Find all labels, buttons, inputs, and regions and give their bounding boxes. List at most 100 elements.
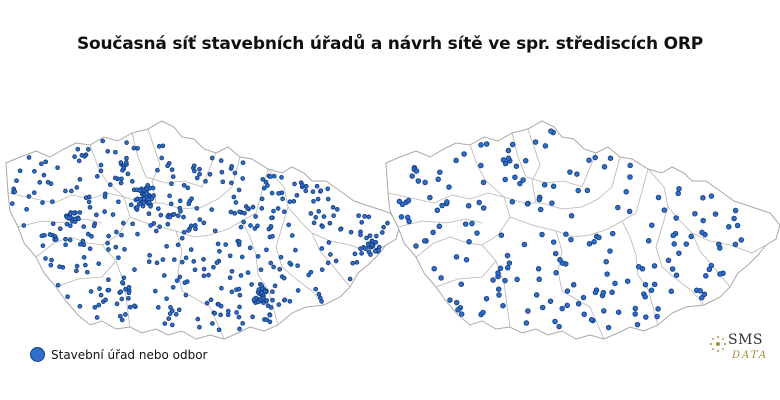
office-dot xyxy=(146,259,152,265)
office-dot xyxy=(219,169,225,175)
office-dot xyxy=(81,224,87,229)
office-dot xyxy=(639,266,646,272)
office-dot xyxy=(517,180,523,187)
office-dot xyxy=(676,250,682,256)
office-dot xyxy=(277,266,283,272)
office-dot xyxy=(107,182,113,188)
office-dot xyxy=(552,250,559,257)
office-dot xyxy=(734,222,741,229)
office-dot xyxy=(45,179,51,185)
office-dot xyxy=(176,307,182,313)
office-dot xyxy=(240,321,246,326)
office-dot xyxy=(444,199,450,205)
office-dot xyxy=(74,263,80,269)
office-dot xyxy=(192,168,197,174)
office-dot xyxy=(600,289,607,296)
office-dot xyxy=(171,212,177,217)
proposed-network-map xyxy=(385,120,780,340)
office-dot xyxy=(160,257,166,262)
office-dot xyxy=(497,265,504,272)
office-dot xyxy=(446,184,452,190)
office-dot xyxy=(240,160,246,166)
office-dot xyxy=(77,241,83,247)
office-dot xyxy=(144,186,149,192)
office-dot xyxy=(157,224,162,230)
office-dot xyxy=(167,311,173,316)
office-dot xyxy=(146,200,152,205)
office-dot xyxy=(461,151,467,157)
office-dot xyxy=(43,159,49,165)
office-dot xyxy=(413,168,420,174)
office-dot xyxy=(320,224,325,229)
office-dot xyxy=(170,174,176,180)
office-dot xyxy=(264,247,269,253)
office-dot xyxy=(251,297,257,302)
office-dot xyxy=(238,273,244,278)
office-dot xyxy=(668,288,675,295)
legend-label: Stavební úřad nebo odbor xyxy=(51,347,208,362)
office-dot xyxy=(316,208,322,214)
office-dot xyxy=(146,211,152,217)
office-dot xyxy=(348,229,354,235)
sms-data-logo: SMS DATA xyxy=(708,328,774,372)
office-dot xyxy=(293,247,298,253)
office-dot xyxy=(203,178,208,184)
office-dot xyxy=(47,232,53,237)
office-dot xyxy=(245,206,250,211)
office-dot xyxy=(295,288,301,293)
office-dot xyxy=(568,213,575,219)
office-dot xyxy=(319,267,325,273)
office-dot xyxy=(113,149,118,155)
office-dot xyxy=(194,175,200,181)
office-dot xyxy=(368,252,373,257)
office-dot xyxy=(181,229,187,235)
office-dot xyxy=(84,269,90,275)
office-dot xyxy=(236,314,242,320)
office-dot xyxy=(229,164,235,169)
office-dot xyxy=(276,302,282,307)
office-dot xyxy=(114,229,119,235)
office-dot xyxy=(201,220,207,226)
office-dot xyxy=(69,188,74,194)
office-dot xyxy=(40,200,45,205)
office-dot xyxy=(166,316,172,321)
office-dot xyxy=(601,164,608,170)
office-dot xyxy=(316,291,322,297)
office-dot xyxy=(100,138,106,144)
office-dot xyxy=(55,165,60,171)
office-dot xyxy=(247,245,253,251)
office-dot xyxy=(458,311,465,317)
office-dot xyxy=(319,299,324,304)
office-dot xyxy=(152,288,158,294)
office-dot xyxy=(327,220,333,226)
office-dot xyxy=(26,155,32,160)
office-dot xyxy=(333,258,339,264)
office-dot xyxy=(453,299,460,306)
office-dot xyxy=(615,204,621,211)
office-dot xyxy=(607,155,614,161)
office-dot xyxy=(112,175,118,181)
office-dot xyxy=(549,200,555,206)
office-dot xyxy=(592,154,598,161)
office-dot xyxy=(225,308,231,314)
office-dot xyxy=(165,221,171,227)
office-dot xyxy=(237,239,242,244)
office-dot xyxy=(379,230,385,235)
office-dot xyxy=(87,246,93,252)
office-dot xyxy=(119,296,125,302)
office-dot xyxy=(183,255,189,261)
office-dot xyxy=(191,259,197,264)
office-dot xyxy=(40,243,46,249)
office-dot xyxy=(362,246,368,251)
office-dot xyxy=(124,155,129,161)
office-dot xyxy=(430,229,436,236)
office-dot xyxy=(506,260,513,266)
office-dot xyxy=(106,247,111,252)
office-dot xyxy=(509,141,516,148)
office-dot xyxy=(453,157,459,164)
office-dot xyxy=(490,277,496,283)
office-dot xyxy=(155,206,161,212)
office-dot xyxy=(276,191,281,196)
office-dot xyxy=(673,215,679,221)
office-dot xyxy=(119,232,124,238)
